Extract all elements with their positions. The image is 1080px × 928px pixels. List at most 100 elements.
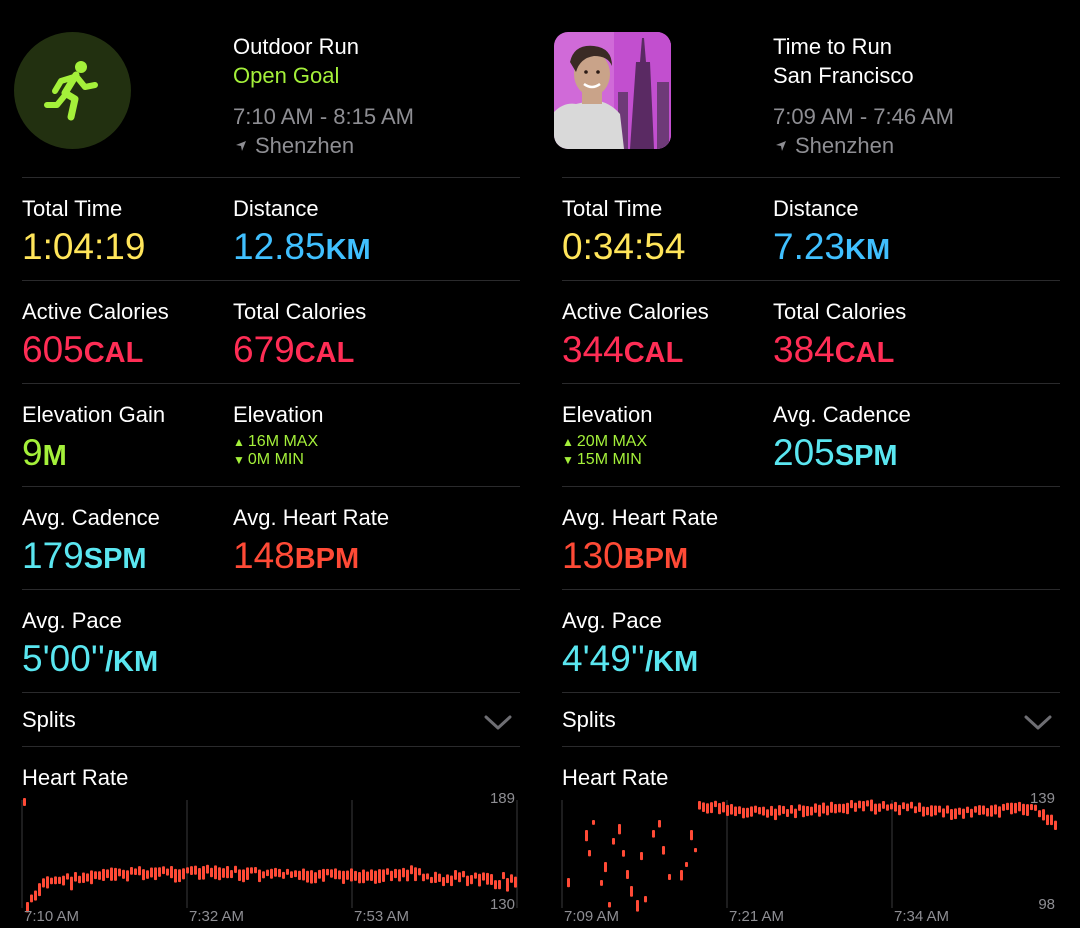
heart-rate-sample: [318, 869, 321, 879]
heart-rate-sample: [502, 872, 505, 880]
heart-rate-sample: [126, 870, 129, 882]
heart-rate-sample: [1054, 820, 1057, 831]
heart-rate-sample: [770, 805, 773, 816]
heart-rate-sample: [938, 805, 941, 813]
workout-subtitle: San Francisco: [773, 63, 914, 88]
metric-label: Elevation Gain: [22, 402, 166, 427]
heart-rate-sample: [790, 804, 793, 814]
chart-time-label: 7:53 AM: [354, 908, 409, 925]
heart-rate-sample: [146, 870, 149, 879]
metric-value: 1:04:19: [22, 226, 146, 267]
heart-rate-sample: [588, 850, 591, 857]
heart-rate-sample: [250, 867, 253, 874]
heart-rate-sample: [122, 869, 125, 879]
heart-rate-sample: [414, 867, 417, 882]
location-arrow-icon: [776, 140, 786, 151]
heart-rate-sample: [962, 808, 965, 819]
workout-summary-time-to-run: Time to Run San Francisco 7:09 AM - 7:46…: [540, 0, 1060, 928]
heart-rate-sample: [866, 800, 869, 807]
splits-row[interactable]: Splits: [562, 707, 616, 732]
elevation-gain-metric: Elevation Gain 9M: [22, 402, 165, 478]
workout-location: Shenzhen: [773, 131, 954, 160]
heart-rate-sample: [306, 870, 309, 883]
workout-time-range: 7:10 AM - 8:15 AM: [233, 104, 414, 129]
heart-rate-title: Heart Rate: [562, 765, 669, 790]
heart-rate-sample: [346, 870, 349, 880]
metric-value: 12.85KM: [233, 226, 371, 267]
heart-rate-sample: [680, 870, 683, 881]
heart-rate-sample: [698, 801, 701, 810]
heart-rate-sample: [290, 871, 293, 878]
heart-rate-sample: [694, 848, 697, 853]
elevation-min: ▼ 0M MIN: [233, 451, 304, 468]
heart-rate-sample: [754, 805, 757, 813]
heart-rate-sample: [106, 869, 109, 879]
total-calories-metric: Total Calories 679CAL: [233, 299, 366, 375]
heart-rate-sample: [970, 808, 973, 818]
divider: [22, 589, 520, 590]
location-arrow-icon: [236, 140, 246, 151]
heart-rate-sample: [374, 870, 377, 884]
heart-rate-sample: [474, 872, 477, 879]
heart-rate-sample: [130, 866, 133, 875]
metric-value: 344CAL: [562, 329, 684, 370]
heart-rate-sample: [210, 867, 213, 878]
heart-rate-sample: [734, 806, 737, 817]
heart-rate-sample: [50, 877, 53, 885]
heart-rate-sample: [870, 799, 873, 812]
chevron-down-icon[interactable]: [483, 714, 513, 732]
heart-rate-sample: [685, 862, 688, 867]
location-label: Shenzhen: [795, 133, 895, 158]
divider: [562, 383, 1060, 384]
heart-rate-sample: [178, 869, 181, 883]
metric-value: 5'00''/KM: [22, 638, 159, 679]
heart-rate-sample: [612, 838, 615, 845]
heart-rate-bars: [23, 798, 517, 913]
heart-rate-sample: [942, 808, 945, 818]
metric-label: Elevation: [562, 402, 653, 427]
heart-rate-sample: [478, 873, 481, 887]
heart-rate-sample: [314, 872, 317, 884]
heart-rate-sample: [658, 820, 661, 828]
divider: [22, 746, 520, 747]
heart-rate-sample: [266, 869, 269, 877]
heart-rate-sample: [94, 871, 97, 880]
chevron-down-icon[interactable]: [1023, 714, 1053, 732]
elevation-metric: Elevation ▲ 16M MAX ▼ 0M MIN: [233, 402, 324, 469]
metric-value: 605CAL: [22, 329, 144, 370]
divider: [562, 280, 1060, 281]
workout-goal: Open Goal: [233, 63, 340, 88]
heart-rate-sample: [600, 880, 603, 886]
heart-rate-sample: [386, 868, 389, 875]
heart-rate-sample: [604, 862, 607, 873]
distance-metric: Distance 7.23KM: [773, 196, 890, 272]
splits-row[interactable]: Splits: [22, 707, 76, 732]
metric-label: Avg. Cadence: [773, 402, 911, 427]
heart-rate-sample: [652, 830, 655, 838]
heart-rate-sample: [238, 869, 241, 881]
heart-rate-sample: [486, 872, 489, 885]
active-calories-metric: Active Calories 344CAL: [562, 299, 709, 375]
heart-rate-sample: [258, 869, 261, 883]
heart-rate-sample: [150, 867, 153, 878]
heart-rate-sample: [398, 869, 401, 882]
heart-rate-sample: [814, 803, 817, 813]
heart-rate-sample: [644, 896, 647, 903]
heart-rate-sample: [1022, 803, 1025, 816]
heart-rate-sample: [330, 869, 333, 878]
avg-pace-metric: Avg. Pace 5'00''/KM: [22, 608, 158, 684]
heart-rate-sample: [138, 866, 141, 876]
heart-rate-sample: [294, 870, 297, 878]
heart-rate-sample: [54, 876, 57, 885]
metric-value: 179SPM: [22, 535, 147, 576]
heart-rate-sample: [690, 830, 693, 841]
heart-rate-sample: [438, 873, 441, 883]
divider: [562, 177, 1060, 178]
heart-rate-sample: [966, 806, 969, 814]
elevation-max: ▲ 20M MAX: [562, 433, 648, 450]
heart-rate-sample: [166, 868, 169, 876]
heart-rate-sample: [742, 807, 745, 819]
avg-heart-rate-metric: Avg. Heart Rate 148BPM: [233, 505, 389, 581]
heart-rate-sample: [282, 871, 285, 879]
heart-rate-sample: [750, 806, 753, 817]
